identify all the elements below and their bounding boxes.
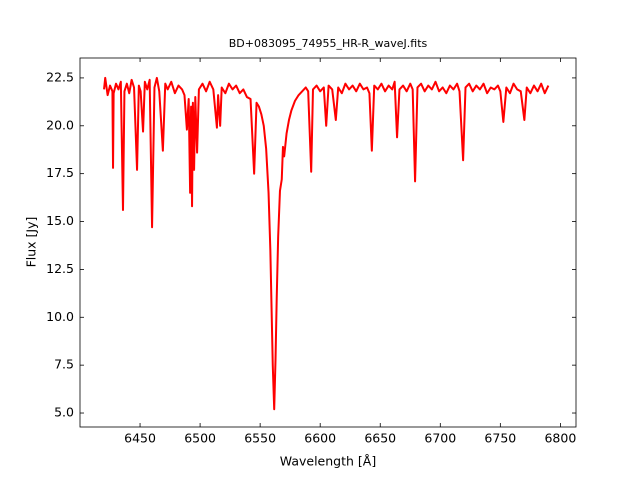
x-tick-label: 6650	[364, 431, 396, 446]
y-tick-label: 15.0	[46, 213, 74, 228]
x-tick-label: 6600	[304, 431, 336, 446]
y-tick-label: 17.5	[46, 165, 74, 180]
x-tick-label: 6700	[424, 431, 456, 446]
y-axis-label: Flux [Jy]	[24, 217, 39, 268]
x-tick-label: 6450	[124, 431, 156, 446]
y-tick-label: 10.0	[46, 309, 74, 324]
x-tick-label: 6500	[184, 431, 216, 446]
y-tick-label: 5.0	[54, 405, 74, 420]
x-axis-label: Wavelength [Å]	[280, 454, 376, 469]
y-tick-label: 20.0	[46, 117, 74, 132]
x-tick-label: 6750	[484, 431, 516, 446]
x-tick-label: 6550	[244, 431, 276, 446]
y-tick-label: 12.5	[46, 261, 74, 276]
y-tick-label: 7.5	[54, 357, 74, 372]
plot-frame	[79, 57, 577, 428]
x-tick-label: 6800	[544, 431, 576, 446]
y-tick-label: 22.5	[46, 69, 74, 84]
spectrum-line	[103, 76, 550, 411]
chart-title: BD+083095_74955_HR-R_waveJ.fits	[229, 37, 428, 50]
